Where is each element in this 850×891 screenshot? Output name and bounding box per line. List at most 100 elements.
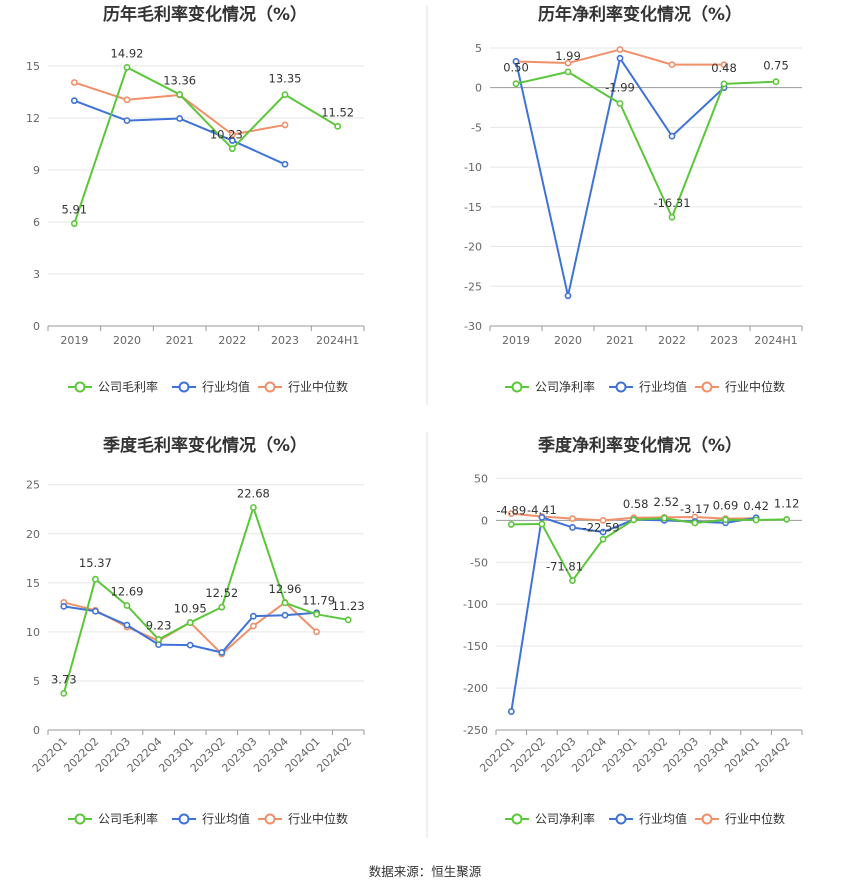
legend-marker-icon xyxy=(264,813,276,825)
chart-panel-4: 季度净利率变化情况（%）-250-200-150-100-500502022Q1… xyxy=(463,435,803,826)
data-point-avg xyxy=(281,160,289,168)
legend-label: 行业均值 xyxy=(202,379,250,394)
data-point-median xyxy=(668,61,676,69)
y-tick-label: 6 xyxy=(33,216,40,229)
y-tick-label: 0 xyxy=(481,514,488,527)
data-point-company xyxy=(123,63,131,71)
data-label: 12.96 xyxy=(269,582,302,596)
legend-marker-icon xyxy=(264,381,276,393)
data-point-company xyxy=(660,514,668,522)
x-tick-label: 2022 xyxy=(658,334,686,347)
legend-marker-icon xyxy=(615,381,627,393)
y-tick-label: -25 xyxy=(464,280,482,293)
x-tick-label: 2024H1 xyxy=(754,334,797,347)
legend-marker-icon xyxy=(701,381,713,393)
data-point-median xyxy=(507,510,515,518)
data-label: 10.23 xyxy=(210,128,243,142)
x-tick-label: 2020 xyxy=(113,334,141,347)
y-tick-label: 5 xyxy=(475,42,482,55)
data-point-company xyxy=(783,515,791,523)
data-point-avg xyxy=(228,137,236,144)
data-point-company xyxy=(92,575,99,583)
data-label: 0.75 xyxy=(763,59,789,73)
data-label: 14.92 xyxy=(111,46,144,60)
data-label: 3.73 xyxy=(51,672,77,686)
y-tick-label: -20 xyxy=(464,241,482,254)
legend-marker-icon xyxy=(74,381,86,393)
data-point-avg xyxy=(512,58,520,65)
data-point-median xyxy=(281,121,289,129)
y-tick-label: -5 xyxy=(471,121,482,134)
x-tick-label: 2021 xyxy=(606,334,634,347)
series-line-company xyxy=(62,506,349,694)
y-tick-label: -15 xyxy=(464,201,482,214)
legend-label: 行业均值 xyxy=(639,811,687,826)
data-point-company xyxy=(281,91,289,98)
legend-item-company[interactable]: 公司净利率 xyxy=(505,811,595,826)
data-point-company xyxy=(538,520,546,528)
series-line-company xyxy=(511,517,787,582)
x-tick-label: 2019 xyxy=(502,334,530,347)
data-point-company xyxy=(60,690,68,697)
data-label: 12.52 xyxy=(205,586,238,600)
legend-item-median[interactable]: 行业中位数 xyxy=(695,811,785,826)
data-point-median xyxy=(70,79,78,86)
data-point-avg xyxy=(569,524,576,531)
data-point-avg xyxy=(249,612,257,620)
y-tick-label: -10 xyxy=(464,161,482,174)
legend-item-company[interactable]: 公司毛利率 xyxy=(68,379,158,394)
data-point-median xyxy=(313,628,320,636)
legend-item-avg[interactable]: 行业均值 xyxy=(172,379,250,394)
data-point-company xyxy=(691,519,699,527)
data-label: 15.37 xyxy=(79,556,112,570)
data-point-company xyxy=(616,100,624,107)
data-label: 1.12 xyxy=(774,496,800,510)
data-label: 0.58 xyxy=(623,497,649,511)
data-label: 2.52 xyxy=(653,495,679,509)
y-tick-label: -250 xyxy=(463,724,488,737)
legend-item-avg[interactable]: 行业均值 xyxy=(172,811,250,826)
x-tick-label: 2022 xyxy=(218,334,246,347)
legend-item-median[interactable]: 行业中位数 xyxy=(258,379,348,394)
data-point-company xyxy=(281,599,289,607)
data-point-company xyxy=(70,220,78,227)
legend-item-avg[interactable]: 行业均值 xyxy=(609,379,687,394)
data-label: 0.42 xyxy=(743,499,769,513)
data-label: 5.91 xyxy=(62,203,88,217)
data-label: -16.31 xyxy=(653,196,690,210)
data-point-company xyxy=(186,619,194,626)
legend-label: 公司净利率 xyxy=(535,811,595,826)
data-point-median xyxy=(616,46,624,53)
data-label: 13.36 xyxy=(163,73,196,87)
data-point-company xyxy=(569,577,576,584)
data-point-avg xyxy=(60,602,68,610)
data-point-avg xyxy=(218,649,226,656)
data-label: 10.95 xyxy=(174,602,207,616)
legend-item-median[interactable]: 行业中位数 xyxy=(258,811,348,826)
y-tick-label: 20 xyxy=(26,528,40,541)
legend-item-median[interactable]: 行业中位数 xyxy=(695,379,785,394)
y-tick-label: 0 xyxy=(475,82,482,95)
legend-marker-icon xyxy=(511,813,523,825)
legend-item-company[interactable]: 公司毛利率 xyxy=(68,811,158,826)
data-point-median xyxy=(569,515,576,523)
data-label: -4.89 xyxy=(496,503,526,517)
legend-item-avg[interactable]: 行业均值 xyxy=(609,811,687,826)
data-point-company xyxy=(722,516,729,524)
chart-title: 历年净利率变化情况（%） xyxy=(538,4,742,25)
data-point-median xyxy=(564,59,572,67)
data-label: -4.41 xyxy=(527,503,557,517)
data-point-company xyxy=(344,616,352,624)
legend-item-company[interactable]: 公司净利率 xyxy=(505,379,595,394)
data-label: -1.99 xyxy=(605,80,635,94)
data-point-median xyxy=(599,516,607,524)
data-source: 数据来源：恒生聚源 xyxy=(369,864,482,879)
y-tick-label: 15 xyxy=(26,60,40,73)
data-point-avg xyxy=(92,607,99,615)
x-tick-label: 2019 xyxy=(60,334,88,347)
data-label: -71.81 xyxy=(546,560,583,574)
data-point-median xyxy=(720,61,728,69)
data-point-avg xyxy=(668,132,676,140)
legend-label: 行业中位数 xyxy=(725,379,785,394)
